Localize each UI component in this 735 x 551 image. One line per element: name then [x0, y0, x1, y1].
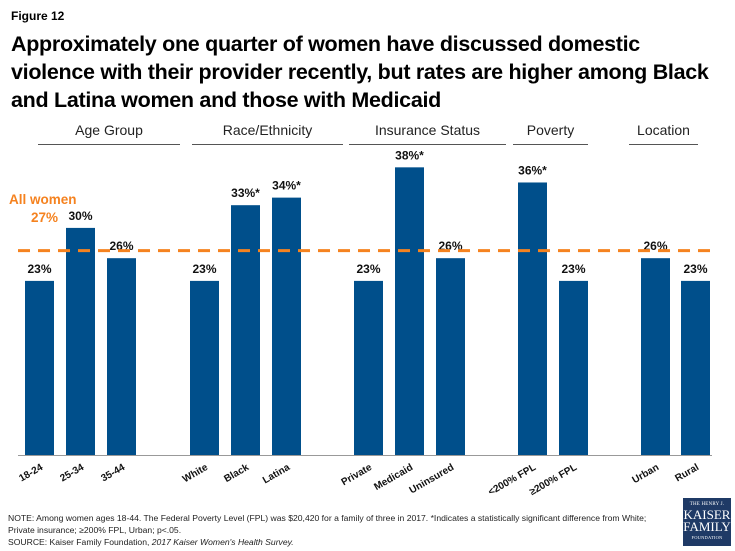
source-prefix: SOURCE: Kaiser Family Foundation, — [8, 537, 152, 547]
chart-title: Approximately one quarter of women have … — [11, 32, 709, 112]
category-label: Uninsured — [408, 462, 456, 496]
bar — [518, 182, 547, 456]
category-label: 35-44 — [99, 462, 127, 485]
data-label: 23% — [683, 262, 707, 276]
source-title: 2017 Kaiser Women's Health Survey. — [151, 537, 294, 547]
bar — [559, 280, 588, 455]
category-label: Rural — [673, 462, 701, 484]
group-underline — [629, 144, 698, 145]
data-label: 23% — [561, 262, 585, 276]
category-label: Urban — [630, 462, 661, 486]
category-label: White — [181, 462, 210, 485]
data-label: 34%* — [272, 179, 301, 193]
bar — [190, 280, 219, 455]
source-text: SOURCE: Kaiser Family Foundation, 2017 K… — [8, 536, 668, 548]
bar — [681, 280, 710, 455]
data-label: 33%* — [231, 186, 260, 200]
footnote: NOTE: Among women ages 18-44. The Federa… — [8, 512, 668, 548]
kff-logo: THE HENRY J. KAISER FAMILY FOUNDATION — [683, 498, 731, 546]
category-label: 25-34 — [58, 462, 86, 485]
data-label: 23% — [192, 262, 216, 276]
group-underline — [513, 144, 588, 145]
group-underline — [38, 144, 180, 145]
data-label: 38%* — [395, 148, 424, 162]
bar — [231, 205, 260, 455]
bar — [272, 197, 301, 455]
group-label: Race/Ethnicity — [222, 122, 313, 138]
data-label: 30% — [68, 209, 92, 223]
logo-line3: FAMILY — [683, 519, 731, 534]
group-label: Insurance Status — [374, 122, 481, 138]
category-label: 18-24 — [17, 462, 45, 485]
logo-line1: THE HENRY J. — [689, 502, 725, 507]
note-text: NOTE: Among women ages 18-44. The Federa… — [8, 513, 647, 535]
bar — [25, 280, 54, 455]
bar — [436, 258, 465, 455]
reference-line-label: All women — [9, 192, 77, 207]
bar — [641, 258, 670, 455]
figure-label: Figure 12 — [11, 9, 65, 23]
category-label: Black — [222, 462, 251, 485]
reference-line-value: 27% — [31, 210, 58, 225]
bar — [354, 280, 383, 455]
data-label: 23% — [27, 262, 51, 276]
category-label: Private — [340, 462, 375, 488]
group-underline — [192, 144, 343, 145]
bar — [107, 258, 136, 455]
group-label: Location — [637, 122, 690, 138]
bar — [395, 167, 424, 455]
data-label: 23% — [356, 262, 380, 276]
group-label: Poverty — [526, 122, 575, 138]
logo-line4: FOUNDATION — [691, 535, 723, 540]
logo-line2: KAISER — [683, 507, 731, 522]
bar — [66, 227, 95, 455]
group-label: Age Group — [75, 122, 143, 138]
category-label: Latina — [261, 462, 292, 486]
data-label: 36%* — [518, 163, 547, 177]
group-underline — [349, 144, 506, 145]
